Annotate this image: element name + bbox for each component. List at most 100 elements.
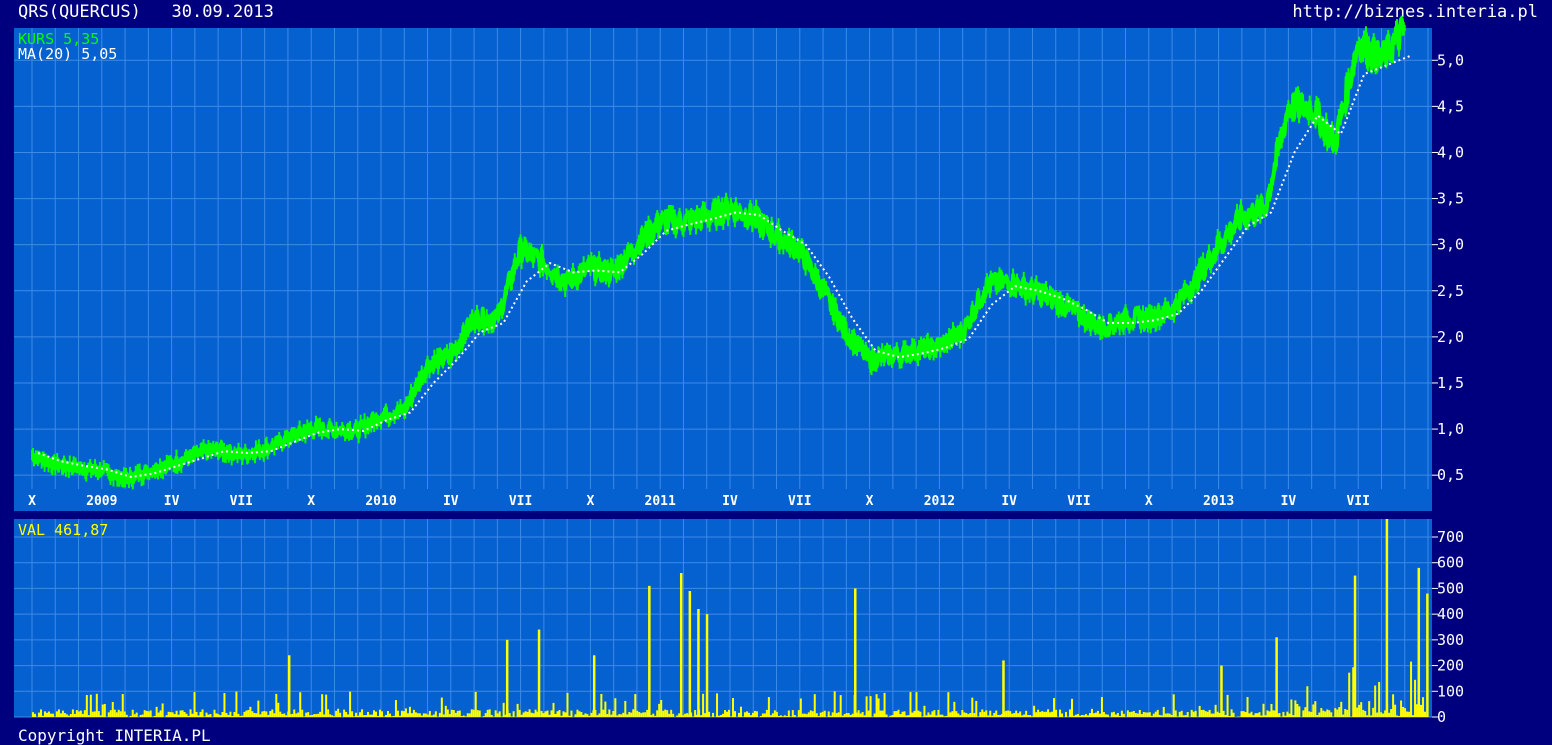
volume-bar	[656, 710, 658, 717]
legend-series-value: 461,87	[54, 521, 108, 539]
volume-bar	[1175, 710, 1177, 717]
volume-bar	[971, 698, 973, 717]
volume-bar	[898, 710, 900, 717]
price-tick-label: 1,5	[1437, 374, 1464, 392]
volume-bar	[391, 716, 393, 717]
volume-bar	[1316, 715, 1318, 717]
volume-tick-label: 600	[1437, 554, 1464, 572]
price-plot-background	[14, 28, 1432, 489]
price-tick-label: 2,5	[1437, 282, 1464, 300]
volume-bar	[1392, 694, 1394, 717]
volume-bar	[608, 709, 610, 717]
volume-tick-label: 0	[1437, 708, 1446, 726]
volume-bar	[983, 712, 985, 717]
volume-bar	[852, 714, 854, 717]
volume-bar	[766, 710, 768, 717]
volume-bar	[96, 694, 98, 717]
volume-bar	[955, 711, 957, 717]
volume-bar	[973, 713, 975, 717]
volume-bar	[1059, 710, 1061, 717]
volume-bar	[874, 714, 876, 717]
volume-bar	[1396, 715, 1398, 717]
volume-bar	[441, 698, 443, 717]
volume-bar	[475, 692, 477, 717]
volume-bar	[40, 709, 42, 717]
volume-bar	[1021, 715, 1023, 717]
volume-bar	[1011, 714, 1013, 717]
volume-bar	[620, 714, 622, 717]
volume-bar	[1312, 704, 1314, 717]
volume-bar	[1400, 700, 1402, 717]
volume-bar	[868, 711, 870, 717]
volume-bar	[963, 712, 965, 717]
volume-bar	[907, 715, 909, 717]
volume-bar	[425, 714, 427, 717]
volume-bar	[435, 711, 437, 717]
volume-bar	[1091, 709, 1093, 717]
volume-bar	[738, 713, 740, 717]
volume-bar	[315, 714, 317, 717]
volume-bar	[1356, 708, 1358, 717]
volume-bar	[483, 716, 485, 717]
volume-bar	[788, 710, 790, 717]
volume-bar	[756, 711, 758, 717]
volume-bar	[102, 705, 104, 717]
volume-spike-bar	[1386, 519, 1389, 717]
volume-bar	[92, 712, 94, 717]
volume-bar	[1085, 714, 1087, 717]
volume-bar	[525, 711, 527, 717]
volume-bar	[1408, 712, 1410, 717]
volume-bar	[1256, 713, 1258, 717]
volume-bar	[269, 711, 271, 717]
volume-bar	[285, 715, 287, 717]
volume-bar	[1243, 711, 1245, 717]
volume-bar	[808, 712, 810, 717]
volume-bar	[568, 716, 570, 717]
volume-bar	[1081, 715, 1083, 717]
volume-bar	[555, 714, 557, 717]
volume-bar	[94, 711, 96, 717]
volume-bar	[1233, 713, 1235, 717]
volume-bar	[223, 693, 225, 717]
volume-bar	[947, 692, 949, 717]
volume-bar	[632, 709, 634, 717]
volume-bar	[1033, 706, 1035, 717]
volume-bar	[1229, 716, 1231, 717]
volume-bar	[1231, 709, 1233, 717]
volume-bar	[750, 715, 752, 717]
volume-bar	[541, 711, 543, 717]
volume-bar	[1320, 708, 1322, 717]
volume-bar	[112, 702, 114, 717]
volume-bar	[547, 711, 549, 717]
volume-bar	[387, 711, 389, 717]
volume-bar	[118, 710, 120, 717]
volume-tick-label: 200	[1437, 657, 1464, 675]
volume-bar	[429, 711, 431, 717]
volume-bar	[909, 692, 911, 717]
volume-bar	[533, 713, 535, 717]
volume-spike-bar	[288, 655, 291, 717]
volume-bar	[207, 715, 209, 717]
volume-bar	[433, 715, 435, 717]
volume-bar	[1342, 715, 1344, 717]
volume-bar	[959, 715, 961, 717]
volume-bar	[732, 698, 734, 717]
volume-bar	[1296, 704, 1298, 717]
volume-bar	[566, 693, 568, 717]
volume-bar	[923, 706, 925, 717]
volume-bar	[961, 710, 963, 717]
volume-bar	[1179, 712, 1181, 717]
volume-bar	[716, 693, 718, 717]
volume-bar	[1043, 712, 1045, 717]
volume-tick-label: 700	[1437, 528, 1464, 546]
volume-bar	[858, 710, 860, 717]
volume-bar	[231, 716, 233, 717]
volume-bar	[1302, 710, 1304, 717]
volume-bar	[578, 711, 580, 717]
volume-bar	[644, 712, 646, 717]
volume-bar	[1143, 712, 1145, 717]
volume-bar	[457, 711, 459, 717]
legend-ma20: MA(20) 5,05	[18, 45, 117, 63]
volume-bar	[487, 710, 489, 717]
